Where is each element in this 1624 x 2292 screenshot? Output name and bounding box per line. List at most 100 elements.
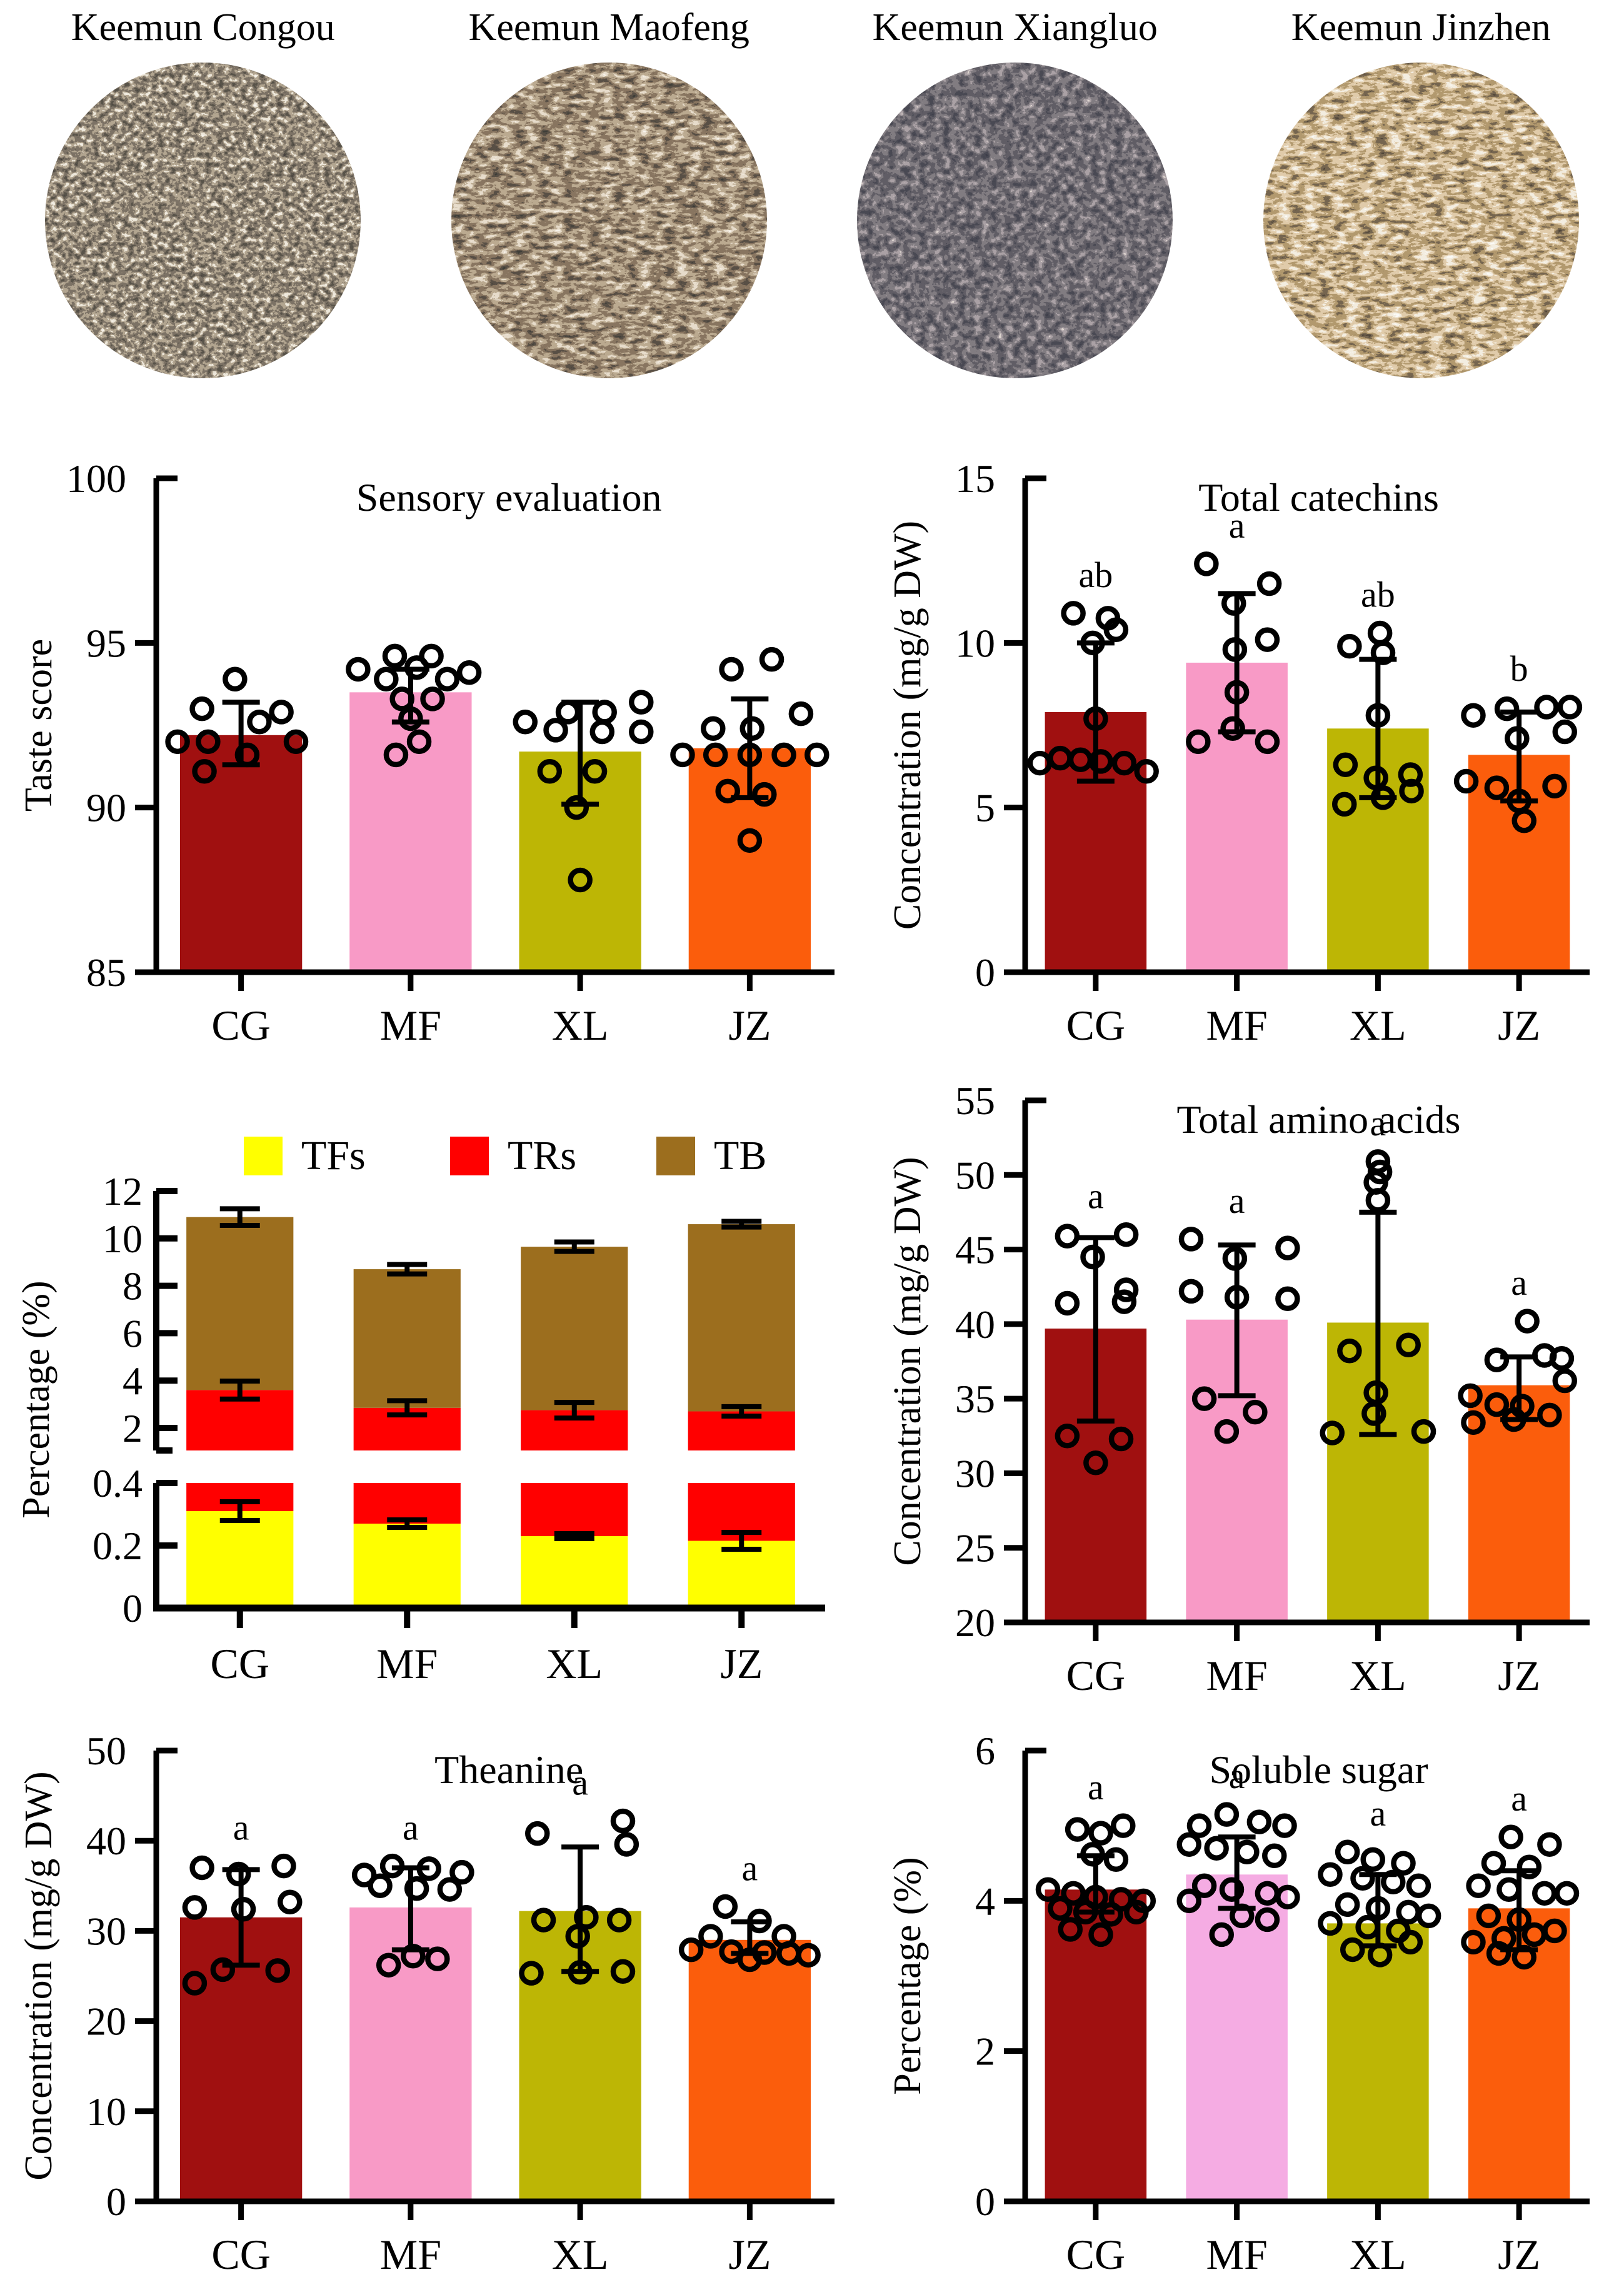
data-point [1103, 1847, 1129, 1872]
data-point [398, 706, 423, 731]
x-category-label: CG [1066, 1652, 1125, 1699]
data-point [189, 696, 214, 721]
data-point [589, 719, 615, 745]
significance-letter: a [1370, 1793, 1386, 1834]
photo-label-maofeng: Keemun Maofeng [468, 6, 749, 49]
data-point [1494, 696, 1520, 721]
x-category-label: CG [211, 1640, 269, 1687]
data-point [1537, 1402, 1562, 1428]
chart-theanine: Theanine Concentration (mg/g DW) a a a a 0 10 20… [0, 1713, 869, 2292]
data-point [1350, 1866, 1375, 1891]
data-point [416, 1856, 441, 1881]
data-point [1073, 1899, 1098, 1925]
x-category-label: JZ [728, 1002, 771, 1049]
y-tick-label: 95 [86, 621, 126, 665]
data-point [1262, 1843, 1287, 1868]
chart-title: Total catechins [1198, 475, 1439, 520]
data-point [719, 656, 744, 682]
data-point [449, 1859, 474, 1885]
data-point [420, 686, 445, 711]
legend-label: TRs [508, 1133, 576, 1179]
data-point [1113, 1222, 1139, 1247]
data-point [1542, 773, 1567, 799]
data-point [1204, 1836, 1229, 1861]
tea-leaves-image-xiangluo [857, 63, 1173, 379]
data-point [277, 1889, 303, 1915]
data-point [771, 742, 796, 768]
data-point [715, 778, 740, 804]
chart-title: Sensory evaluation [356, 475, 662, 520]
data-point [434, 666, 460, 692]
data-point [1337, 633, 1362, 659]
data-point [374, 666, 399, 692]
data-point [1219, 1877, 1245, 1902]
data-point [351, 1862, 377, 1887]
data-point [1486, 1941, 1511, 1966]
data-point [1246, 1809, 1272, 1834]
data-point [737, 1947, 763, 1973]
bar-TB-MF [353, 1269, 461, 1408]
data-point [543, 718, 568, 743]
y-tick-label: 30 [955, 1451, 995, 1495]
data-point [614, 1832, 639, 1857]
x-category-label: CG [1066, 1002, 1125, 1049]
data-point [1272, 1813, 1297, 1838]
data-point [1222, 637, 1248, 662]
data-point [1103, 617, 1129, 643]
data-point [1337, 1339, 1362, 1364]
data-point [1340, 1937, 1365, 1963]
y-tick-label: 50 [955, 1153, 995, 1197]
chart-title: Soluble sugar [1209, 1747, 1428, 1792]
x-category-label: XL [552, 2231, 609, 2278]
y-tick-label: 0 [106, 2179, 126, 2224]
data-point [1243, 1399, 1268, 1425]
data-point [1335, 1892, 1360, 1918]
data-point [1256, 571, 1282, 596]
data-point [568, 1959, 593, 1985]
significance-letter: a [233, 1807, 249, 1848]
bar-CG [179, 735, 303, 972]
chart-title: Total amino acids [1177, 1097, 1461, 1142]
data-point [1191, 1386, 1217, 1411]
data-point [739, 716, 765, 741]
y-axis-label: Concentration (mg/g DW) [18, 1771, 60, 2180]
tea-photo-congou: Keemun Congou [0, 0, 406, 441]
data-point [1406, 1873, 1431, 1899]
data-point [382, 643, 408, 669]
tea-photo-xiangluo: Keemun Xiangluo [812, 0, 1218, 441]
data-point [376, 1953, 401, 1978]
tea-texture-congou [45, 63, 361, 379]
tea-texture-jinzhen [1263, 63, 1579, 379]
tea-leaves-image-jinzhen [1263, 63, 1579, 379]
x-category-label: CG [211, 2231, 270, 2278]
data-point [1214, 1419, 1240, 1444]
legend-swatch-TRs [450, 1137, 489, 1175]
data-point [1481, 1851, 1506, 1876]
data-point [1552, 719, 1578, 745]
significance-letter: ab [1361, 575, 1395, 615]
data-point [713, 1894, 738, 1919]
data-point [1398, 1929, 1423, 1955]
data-point [592, 700, 617, 725]
data-point [701, 716, 726, 741]
y-tick-label: 10 [103, 1217, 143, 1261]
tea-texture-maofeng [451, 63, 767, 379]
data-point [192, 758, 217, 784]
data-point [1111, 750, 1137, 776]
data-point [437, 1877, 463, 1902]
legend-label: TB [714, 1133, 766, 1179]
data-point [1113, 1277, 1139, 1302]
data-point [670, 742, 695, 768]
data-point [703, 742, 728, 768]
y-tick-label: 30 [86, 1909, 126, 1953]
data-point [182, 1971, 208, 1996]
tea-photo-row: Keemun Congou [0, 0, 1624, 441]
x-category-label: CG [211, 1002, 270, 1049]
data-point [1534, 695, 1559, 720]
data-point [210, 1957, 236, 1983]
data-point [265, 1958, 290, 1983]
significance-letter: a [1088, 1176, 1104, 1217]
data-point [1501, 1407, 1526, 1432]
significance-letter: a [1229, 1756, 1245, 1796]
